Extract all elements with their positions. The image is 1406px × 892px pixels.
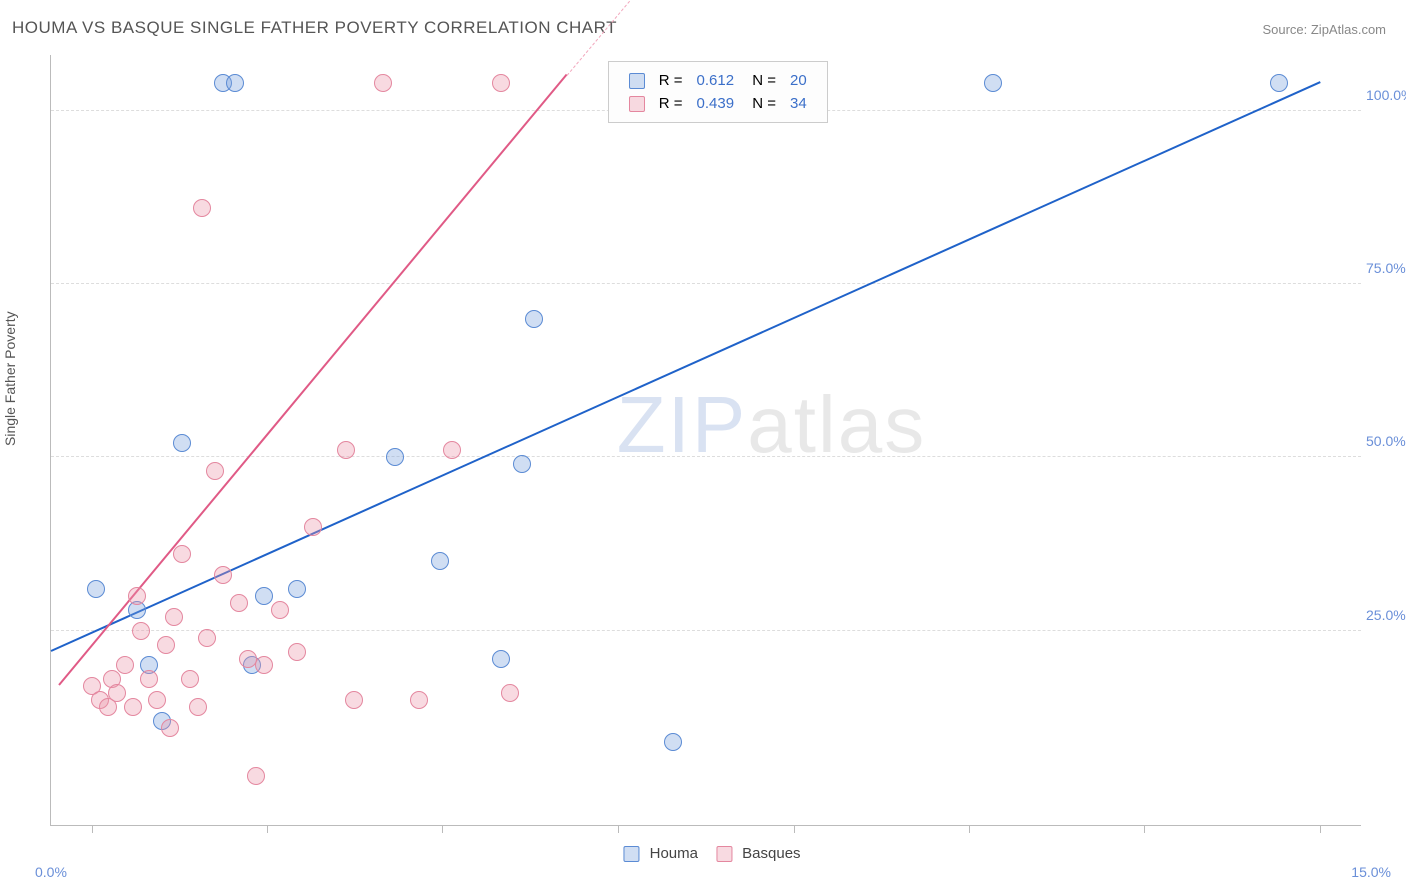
data-point: [492, 650, 510, 668]
data-point: [271, 601, 289, 619]
x-tick: [92, 825, 93, 833]
legend-swatch: [623, 846, 639, 862]
data-point: [410, 691, 428, 709]
legend-label: Houma: [645, 845, 698, 862]
data-point: [116, 656, 134, 674]
data-point: [431, 552, 449, 570]
data-point: [247, 767, 265, 785]
data-point: [173, 434, 191, 452]
legend-R-value: 0.439: [691, 93, 741, 114]
data-point: [140, 670, 158, 688]
x-axis-max-label: 15.0%: [1351, 864, 1391, 880]
data-point: [984, 74, 1002, 92]
data-point: [165, 608, 183, 626]
y-tick-label: 25.0%: [1366, 607, 1406, 623]
y-tick-label: 100.0%: [1366, 87, 1406, 103]
data-point: [189, 698, 207, 716]
data-point: [492, 74, 510, 92]
watermark-zip: ZIP: [617, 380, 747, 469]
y-tick-label: 50.0%: [1366, 433, 1406, 449]
data-point: [288, 580, 306, 598]
legend-swatch: [629, 96, 645, 112]
data-point: [664, 733, 682, 751]
legend-R-value: 0.612: [691, 70, 741, 91]
legend-R-label: R =: [653, 70, 689, 91]
y-axis-title: Single Father Poverty: [2, 311, 18, 446]
x-tick: [442, 825, 443, 833]
data-point: [198, 629, 216, 647]
data-point: [386, 448, 404, 466]
data-point: [374, 74, 392, 92]
data-point: [108, 684, 126, 702]
data-point: [181, 670, 199, 688]
legend-swatch: [629, 73, 645, 89]
legend-R-label: R =: [653, 93, 689, 114]
data-point: [193, 199, 211, 217]
legend-N-value: 34: [784, 93, 813, 114]
data-point: [148, 691, 166, 709]
data-point: [1270, 74, 1288, 92]
plot-area: ZIPatlas 25.0%50.0%75.0%100.0%R =0.612 N…: [50, 55, 1361, 826]
legend-N-value: 20: [784, 70, 813, 91]
data-point: [255, 656, 273, 674]
y-tick-label: 75.0%: [1366, 260, 1406, 276]
x-tick: [267, 825, 268, 833]
source-label: Source: ZipAtlas.com: [1262, 22, 1386, 37]
data-point: [157, 636, 175, 654]
data-point: [161, 719, 179, 737]
data-point: [525, 310, 543, 328]
data-point: [132, 622, 150, 640]
legend-N-label: N =: [742, 93, 782, 114]
trendline-houma: [51, 81, 1321, 652]
data-point: [226, 74, 244, 92]
data-point: [501, 684, 519, 702]
legend-swatch: [716, 846, 732, 862]
data-point: [124, 698, 142, 716]
gridline: [51, 283, 1361, 284]
data-point: [288, 643, 306, 661]
data-point: [337, 441, 355, 459]
data-point: [513, 455, 531, 473]
data-point: [304, 518, 322, 536]
bottom-legend: Houma Basques: [605, 845, 800, 862]
data-point: [87, 580, 105, 598]
data-point: [443, 441, 461, 459]
data-point: [255, 587, 273, 605]
gridline: [51, 630, 1361, 631]
x-tick: [618, 825, 619, 833]
x-axis-min-label: 0.0%: [35, 864, 67, 880]
data-point: [345, 691, 363, 709]
x-tick: [1144, 825, 1145, 833]
data-point: [230, 594, 248, 612]
data-point: [128, 587, 146, 605]
stats-legend: R =0.612 N =20 R =0.439 N =34: [608, 61, 828, 123]
chart-title: HOUMA VS BASQUE SINGLE FATHER POVERTY CO…: [12, 18, 617, 38]
legend-label: Basques: [738, 845, 801, 862]
data-point: [173, 545, 191, 563]
data-point: [239, 650, 257, 668]
watermark-atlas: atlas: [747, 380, 926, 469]
data-point: [214, 566, 232, 584]
x-tick: [794, 825, 795, 833]
data-point: [206, 462, 224, 480]
x-tick: [969, 825, 970, 833]
legend-N-label: N =: [742, 70, 782, 91]
x-tick: [1320, 825, 1321, 833]
